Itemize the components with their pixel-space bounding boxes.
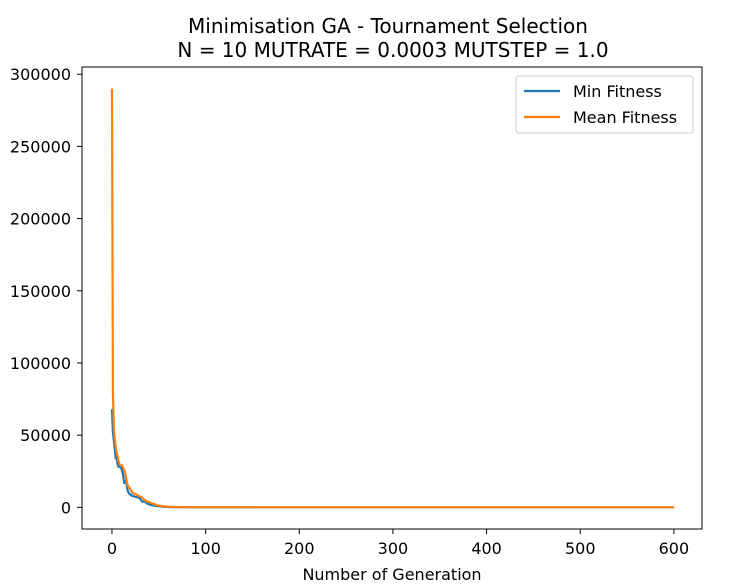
x-tick-label: 100 xyxy=(190,539,221,558)
series-layer xyxy=(110,88,674,509)
legend-box xyxy=(515,75,694,134)
plot-frame xyxy=(81,66,703,530)
chart-title: Minimisation GA - Tournament Selection xyxy=(188,14,588,38)
series-line-mean-fitness xyxy=(110,88,674,509)
plot-area xyxy=(82,67,702,529)
y-tick-label: 250000 xyxy=(10,137,71,156)
x-tick-label: 600 xyxy=(659,539,690,558)
y-tick-label: 200000 xyxy=(10,210,71,229)
legend-label-min-fitness: Min Fitness xyxy=(573,82,662,101)
x-tick-label: 400 xyxy=(471,539,502,558)
legend: Min Fitness Mean Fitness xyxy=(515,75,694,134)
y-tick-label: 100000 xyxy=(10,354,71,373)
x-tick-label: 0 xyxy=(107,539,117,558)
y-tick-label: 0 xyxy=(61,498,71,517)
y-tick-label: 50000 xyxy=(20,426,71,445)
chart-subtitle: N = 10 MUTRATE = 0.0003 MUTSTEP = 1.0 xyxy=(177,38,608,62)
y-axis: 0 50000 100000 150000 200000 250000 300000 xyxy=(10,65,82,517)
x-tick-label: 500 xyxy=(565,539,596,558)
x-axis-label: Number of Generation xyxy=(302,565,481,584)
y-tick-label: 300000 xyxy=(10,65,71,84)
legend-label-mean-fitness: Mean Fitness xyxy=(573,108,677,127)
y-tick-label: 150000 xyxy=(10,282,71,301)
x-tick-label: 300 xyxy=(378,539,409,558)
x-tick-label: 200 xyxy=(284,539,315,558)
x-axis: 0 100 200 300 400 500 600 xyxy=(107,529,689,558)
